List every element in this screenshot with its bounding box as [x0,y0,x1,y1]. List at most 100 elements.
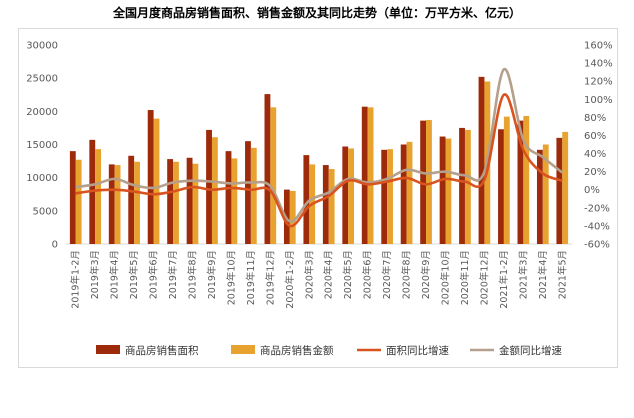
x-tick-label: 2019年4月 [109,250,121,299]
amount-bar [523,115,530,244]
area-bar [69,151,76,244]
x-tick-label: 2020年1-2月 [284,250,296,309]
area-bar [342,146,349,244]
x-tick-label: 2019年10月 [225,250,237,305]
amount-bar [289,190,296,244]
y-right-tick-label: 100% [584,95,613,106]
area-bar [264,94,271,244]
x-tick-label: 2019年1-2月 [70,250,82,309]
y-right-tick-label: 160% [584,41,613,52]
chart-title: 全国月度商品房销售面积、销售金额及其同比走势（单位：万平方米、亿元） [112,6,521,20]
area-bar [303,155,310,244]
x-tick-label: 2019年12月 [264,250,276,305]
area-bar [536,149,543,244]
amount-bar [367,107,374,244]
legend-swatch [96,345,120,354]
x-tick-label: 2019年11月 [245,250,257,305]
amount-bar [173,161,179,244]
amount-bar [75,159,82,244]
x-tick-label: 2019年5月 [128,250,140,299]
amount-bar [192,163,199,244]
area-bar [517,120,524,244]
y-left-tick-label: 5000 [33,206,58,217]
legend-label: 商品房销售面积 [125,344,199,357]
amount-bar [406,141,413,244]
area-bar [381,149,388,244]
y-right-tick-label: -40% [584,221,610,232]
x-tick-label: 2019年6月 [148,250,160,299]
x-tick-label: 2020年9月 [420,250,432,299]
legend-label: 金额同比增速 [499,344,562,357]
y-right-tick-label: 0% [584,185,600,196]
y-right-tick-label: 80% [584,113,606,124]
y-left-tick-label: 10000 [26,173,58,184]
area-bar [245,141,251,244]
x-tick-label: 2020年12月 [478,250,490,305]
amount-bar [114,165,121,244]
area-bar [108,164,115,244]
amount-bar [231,158,238,244]
area-bar [186,157,193,244]
x-tick-label: 2021年1-2月 [498,250,510,309]
x-tick-label: 2020年6月 [362,250,374,299]
area-growth-line [75,93,563,228]
amount-bar [503,116,510,244]
amount-bar [562,131,569,244]
y-right-tick-label: 140% [584,59,613,70]
y-left-tick-label: 30000 [26,41,58,52]
legend-label: 商品房销售金额 [260,344,334,357]
y-left-tick-label: 15000 [26,140,58,151]
y-left-tick-label: 0 [52,240,58,251]
x-tick-label: 2019年3月 [89,250,101,299]
area-bar [128,155,135,244]
x-tick-label: 2020年10月 [440,250,452,305]
x-tick-label: 2021年5月 [556,250,568,299]
area-bar [459,127,465,244]
area-bar [439,136,446,244]
amount-bar [445,138,452,244]
x-tick-label: 2019年7月 [167,250,179,299]
x-tick-label: 2019年8月 [187,250,199,299]
y-right-tick-label: 60% [584,131,606,142]
amount-growth-line [75,68,564,223]
x-tick-label: 2020年3月 [303,250,315,299]
amount-bar [542,144,549,244]
legend-swatch [231,345,255,354]
area-bar [556,137,563,244]
x-tick-label: 2019年9月 [206,250,218,299]
amount-bar [270,107,277,244]
area-bar [498,129,504,244]
x-tick-label: 2021年3月 [517,250,529,299]
area-bar [147,110,154,244]
area-bar [225,151,232,244]
amount-bar [328,169,335,244]
x-tick-label: 2020年5月 [342,250,354,299]
amount-bar [153,118,160,244]
amount-bar [348,148,355,244]
x-tick-label: 2020年4月 [323,250,335,299]
amount-bar [250,147,257,244]
x-tick-label: 2020年7月 [381,250,393,299]
amount-bar [426,119,432,244]
area-bar [361,106,368,244]
y-right-tick-label: -60% [584,240,610,251]
area-bar [478,76,485,244]
y-left-tick-label: 20000 [26,107,58,118]
area-bar [167,159,174,244]
x-tick-label: 2021年4月 [537,250,549,299]
y-right-tick-label: -20% [584,203,610,214]
y-left-tick-label: 25000 [26,74,58,85]
area-bar [322,165,329,244]
y-right-tick-label: 40% [584,149,606,160]
legend-label: 面积同比增速 [386,344,449,357]
amount-bar [134,161,140,244]
y-right-tick-label: 120% [584,77,613,88]
amount-bar [387,149,393,244]
area-bar [206,129,212,244]
x-tick-label: 2020年11月 [459,250,471,305]
amount-bar [464,129,471,244]
y-right-tick-label: 20% [584,167,606,178]
x-tick-label: 2020年8月 [401,250,413,299]
amount-bar [95,149,102,244]
